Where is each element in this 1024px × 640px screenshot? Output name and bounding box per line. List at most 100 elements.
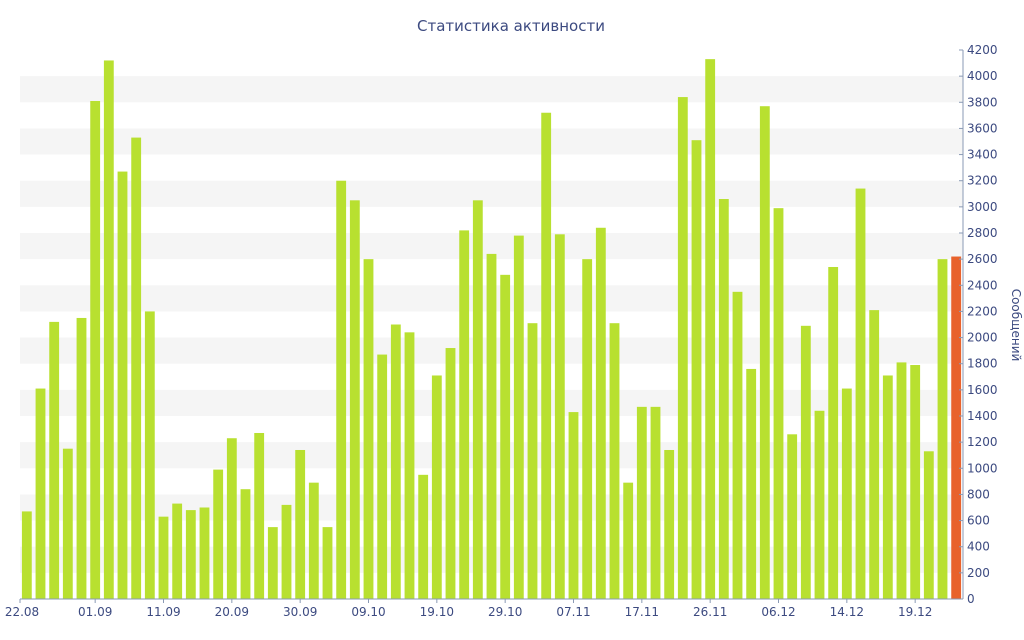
bar[interactable]: [90, 100, 101, 599]
bar[interactable]: [527, 323, 538, 599]
bar[interactable]: [869, 310, 880, 599]
bar[interactable]: [131, 137, 142, 599]
grid-band: [20, 180, 963, 207]
x-tick-label: 20.09: [215, 605, 249, 619]
bar[interactable]: [377, 354, 388, 599]
bar[interactable]: [541, 112, 552, 600]
bar[interactable]: [882, 375, 893, 599]
bar[interactable]: [240, 489, 251, 599]
y-tick-label: 1400: [967, 409, 998, 423]
bar[interactable]: [431, 375, 442, 599]
bar[interactable]: [814, 410, 825, 599]
x-tick-label: 06.12: [761, 605, 795, 619]
y-tick-label: 800: [967, 487, 990, 501]
bar[interactable]: [732, 291, 743, 599]
bar[interactable]: [609, 323, 620, 599]
bar[interactable]: [103, 60, 114, 599]
bar[interactable]: [267, 527, 278, 599]
bar[interactable]: [513, 235, 524, 600]
bar[interactable]: [554, 234, 565, 599]
bar[interactable]: [896, 362, 907, 599]
bar[interactable]: [172, 503, 183, 599]
bar[interactable]: [404, 332, 415, 599]
bar[interactable]: [49, 321, 60, 599]
bar[interactable]: [923, 451, 934, 599]
y-ticks-group: 0 200 400 600 800 1000 1200 1400 1600 1800 2000 220…: [959, 43, 998, 606]
grid-band: [20, 76, 963, 103]
y-tick-label: 1200: [967, 435, 998, 449]
y-tick-label: 200: [967, 566, 990, 580]
y-tick-label: 3600: [967, 121, 998, 135]
y-tick-label: 4200: [967, 43, 998, 57]
bar[interactable]: [199, 507, 210, 600]
bar[interactable]: [636, 406, 647, 599]
bar[interactable]: [62, 448, 73, 599]
bar[interactable]: [664, 449, 675, 599]
bar[interactable]: [800, 325, 811, 599]
bar[interactable]: [650, 406, 661, 599]
bar[interactable]: [910, 365, 921, 599]
bar[interactable]: [281, 504, 292, 599]
bar[interactable]: [76, 317, 87, 599]
bar[interactable]: [855, 188, 866, 599]
y-tick-label: 2400: [967, 278, 998, 292]
bar[interactable]: [295, 449, 306, 599]
bar[interactable]: [841, 388, 852, 599]
chart-title: Статистика активности: [417, 17, 605, 35]
y-tick-label: 2800: [967, 226, 998, 240]
bar[interactable]: [486, 253, 497, 599]
bar[interactable]: [336, 180, 347, 599]
y-tick-label: 600: [967, 514, 990, 528]
bar[interactable]: [568, 412, 579, 599]
bars-group: [21, 59, 962, 600]
y-tick-label: 2000: [967, 331, 998, 345]
bar[interactable]: [828, 266, 839, 599]
y-tick-label: 4000: [967, 69, 998, 83]
bar-current[interactable]: [951, 256, 962, 599]
bar[interactable]: [623, 482, 634, 599]
bar[interactable]: [213, 469, 224, 599]
y-tick-label: 3000: [967, 200, 998, 214]
y-tick-label: 2600: [967, 252, 998, 266]
y-tick-label: 1000: [967, 461, 998, 475]
bar[interactable]: [718, 199, 729, 599]
x-tick-label: 09.10: [351, 605, 385, 619]
bar[interactable]: [500, 274, 511, 599]
bar[interactable]: [691, 140, 702, 599]
bar[interactable]: [773, 208, 784, 599]
bar[interactable]: [144, 311, 155, 599]
x-tick-label: 30.09: [283, 605, 317, 619]
grid-band: [20, 128, 963, 155]
bar[interactable]: [759, 106, 770, 600]
bar[interactable]: [937, 259, 948, 599]
bar[interactable]: [349, 200, 360, 599]
bar[interactable]: [459, 230, 470, 599]
bar[interactable]: [787, 434, 798, 599]
bar[interactable]: [705, 59, 716, 599]
bar[interactable]: [363, 259, 374, 599]
bar[interactable]: [445, 348, 456, 599]
bar[interactable]: [595, 227, 606, 599]
x-tick-label: 29.10: [488, 605, 522, 619]
bar[interactable]: [390, 324, 401, 600]
bar[interactable]: [322, 527, 333, 599]
bar[interactable]: [158, 516, 169, 599]
y-tick-label: 3800: [967, 95, 998, 109]
bar[interactable]: [418, 474, 429, 599]
bar[interactable]: [226, 438, 237, 599]
bar[interactable]: [582, 259, 593, 599]
bar[interactable]: [254, 432, 265, 599]
bar[interactable]: [746, 368, 757, 599]
y-tick-label: 400: [967, 540, 990, 554]
bar[interactable]: [677, 97, 688, 599]
bar[interactable]: [35, 388, 46, 599]
y-tick-label: 3200: [967, 174, 998, 188]
bar[interactable]: [21, 511, 32, 599]
bar[interactable]: [472, 200, 483, 599]
y-tick-label: 1800: [967, 357, 998, 371]
bar[interactable]: [185, 510, 196, 599]
bar[interactable]: [117, 171, 128, 599]
bar[interactable]: [308, 482, 319, 599]
x-tick-label: 22.08: [5, 605, 39, 619]
